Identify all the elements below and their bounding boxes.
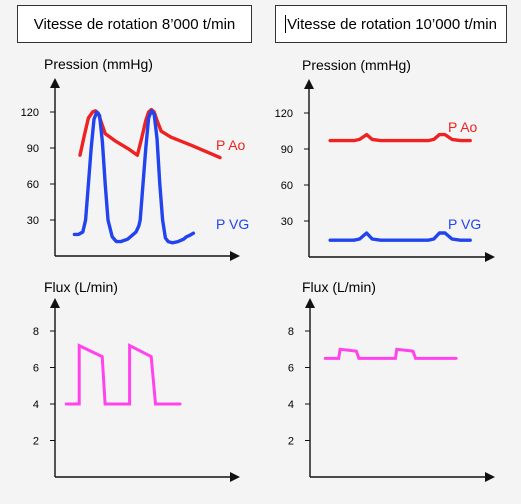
y-tick-label: 8 [33, 326, 39, 338]
y-tick-label: 4 [288, 399, 294, 411]
y-tick-label: 60 [281, 180, 293, 192]
series-line-p-ao [328, 132, 472, 143]
title-left: Vitesse de rotation 8’000 t/min [17, 5, 252, 43]
y-tick-label: 60 [27, 179, 39, 191]
y-axis-label: Flux (L/min) [44, 279, 118, 295]
y-tick-label: 90 [281, 144, 293, 156]
series-line-flux [323, 347, 458, 360]
y-tick-label: 4 [33, 399, 39, 411]
series-line-p-ao [78, 107, 222, 160]
y-tick-label: 6 [288, 363, 294, 375]
y-axis-arrow [50, 298, 60, 308]
x-axis-arrow [230, 251, 240, 261]
series-label-p-vg: P VG [216, 216, 249, 232]
title-right-text: Vitesse de rotation 10’000 t/min [287, 15, 497, 33]
x-axis-arrow [230, 472, 240, 482]
y-axis-arrow [305, 298, 315, 308]
y-tick-label: 2 [33, 436, 39, 448]
y-tick-label: 120 [21, 107, 39, 119]
chart-pressure-8000: Pression (mmHg) 30 60 90 120 P Ao P VG [21, 56, 249, 261]
y-tick-label: 30 [27, 215, 39, 227]
y-axis-label: Flux (L/min) [302, 279, 376, 295]
y-axis-label: Pression (mmHg) [302, 57, 411, 73]
series-label-p-ao: P Ao [448, 119, 478, 135]
y-tick-label: 6 [33, 363, 39, 375]
series-label-p-ao: P Ao [216, 137, 246, 153]
series-line-flux [64, 343, 182, 406]
series-line-p-vg [328, 231, 472, 242]
y-axis-arrow [50, 78, 60, 88]
y-tick-label: 2 [288, 436, 294, 448]
y-axis-arrow [304, 79, 314, 89]
series-label-p-vg: P VG [448, 216, 481, 232]
x-axis-arrow [485, 472, 495, 482]
x-axis-arrow [485, 252, 495, 262]
y-tick-label: 120 [275, 108, 293, 120]
chart-flux-10000: Flux (L/min) 2 4 6 8 [288, 279, 495, 482]
chart-flux-8000: Flux (L/min) 2 4 6 8 [33, 279, 240, 482]
chart-pressure-10000: Pression (mmHg) 30 60 90 120 P Ao P VG [275, 57, 495, 262]
text-cursor [285, 15, 287, 33]
title-left-text: Vitesse de rotation 8’000 t/min [33, 15, 236, 33]
y-tick-label: 90 [27, 143, 39, 155]
series-line-p-vg [72, 109, 196, 245]
y-tick-label: 8 [288, 326, 294, 338]
y-axis-label: Pression (mmHg) [44, 56, 153, 72]
title-right[interactable]: Vitesse de rotation 10’000 t/min [275, 5, 507, 43]
y-tick-label: 30 [281, 216, 293, 228]
